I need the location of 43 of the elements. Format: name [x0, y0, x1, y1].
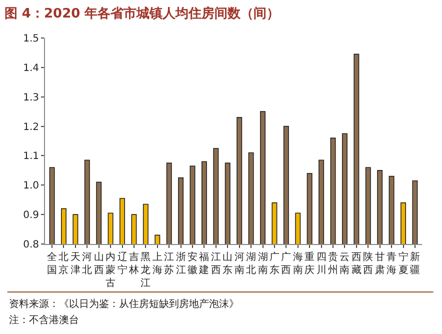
x-tick-label: 浙江 — [176, 251, 186, 276]
x-tick-label: 广东 — [269, 251, 280, 276]
x-tick-label: 天津 — [70, 252, 80, 276]
x-tick-label: 福建 — [198, 251, 210, 276]
x-tick-label: 河南 — [234, 251, 244, 276]
x-tick-label: 吉林 — [128, 251, 139, 276]
x-tick-label: 宁夏 — [398, 251, 408, 276]
x-tick-label: 重庆 — [304, 251, 315, 276]
x-tick-label: 山东 — [222, 251, 233, 276]
x-tick-label: 海南 — [292, 251, 303, 276]
y-tick-label: 1.1 — [23, 151, 39, 162]
y-tick-label: 1.5 — [23, 34, 39, 44]
text: 资料来源：《以日为鉴：从住房短缺到房地产泡沫》 — [9, 298, 239, 310]
x-tick-label: 四川 — [316, 252, 326, 276]
text: 注：不含港澳台 — [9, 314, 79, 326]
y-tick-label: 0.9 — [23, 210, 39, 222]
y-tick-label: 1.2 — [23, 122, 39, 133]
x-tick-label: 辽宁 — [117, 251, 128, 276]
x-tick-label: 黑龙江 — [140, 252, 151, 289]
y-tick-label: 1.3 — [23, 92, 39, 104]
x-tick-label: 全国 — [47, 251, 58, 276]
x-tick-label: 陕西 — [363, 251, 374, 276]
y-tick-label: 0.8 — [23, 240, 39, 250]
x-tick-label: 河北 — [82, 251, 92, 276]
x-tick-label: 甘肃 — [374, 251, 385, 276]
x-tick-label: 西藏 — [351, 252, 362, 276]
x-tick-label: 江苏 — [164, 251, 174, 276]
y-tick-label: 1.0 — [23, 180, 39, 192]
x-tick-label: 广西 — [281, 251, 292, 276]
x-tick-label: 云南 — [340, 252, 350, 276]
x-tick-label: 江西 — [210, 251, 221, 276]
x-tick-label: 贵州 — [328, 251, 338, 276]
chart-title: 图 4：2020 年各省市城镇人均住房间数（间） — [4, 5, 280, 22]
x-tick-label: 青海 — [386, 251, 397, 276]
x-tick-label: 北京 — [58, 251, 69, 276]
y-tick-label: 1.4 — [23, 62, 39, 74]
x-tick-label: 新疆 — [410, 251, 420, 276]
x-tick-label: 上海 — [152, 251, 162, 276]
x-tick-label: 山西 — [94, 251, 104, 276]
x-tick-label: 内蒙古 — [106, 251, 116, 289]
x-tick-label: 安徽 — [188, 251, 198, 276]
x-tick-label: 湖南 — [258, 251, 268, 276]
x-tick-label: 湖北 — [246, 251, 256, 276]
